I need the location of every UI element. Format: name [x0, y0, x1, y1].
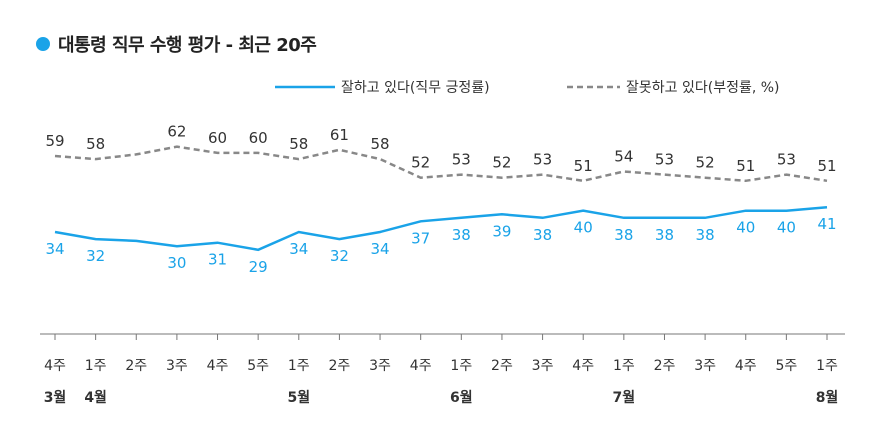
data-label-negative: 54	[614, 148, 633, 166]
x-tick-label: 3주	[369, 358, 391, 374]
data-label-negative: 51	[817, 157, 836, 175]
x-tick-label: 4주	[572, 358, 594, 374]
x-tick-label: 4주	[207, 358, 229, 374]
data-label-positive: 41	[817, 215, 836, 233]
x-tick-label: 4주	[44, 358, 66, 374]
x-tick-label: 1주	[450, 358, 472, 374]
x-tick-label: 2주	[654, 358, 676, 374]
x-tick-label: 5주	[247, 358, 269, 374]
chart-title: 대통령 직무 수행 평가 - 최근 20주	[58, 35, 317, 56]
data-label-negative: 60	[249, 129, 268, 147]
x-tick-label: 4주	[735, 358, 757, 374]
x-tick-label: 5주	[775, 358, 797, 374]
legend-negative-label: 잘못하고 있다(부정률, %)	[626, 80, 780, 96]
data-label-positive: 32	[86, 247, 105, 265]
x-tick-label: 3주	[532, 358, 554, 374]
x-tick-label: 1주	[85, 358, 107, 374]
data-label-negative: 51	[574, 157, 593, 175]
month-label: 6월	[450, 389, 473, 406]
data-label-negative: 62	[167, 123, 186, 141]
data-label-positive: 31	[208, 251, 227, 269]
month-label: 8월	[816, 389, 839, 406]
x-tick-label: 2주	[329, 358, 351, 374]
data-label-positive: 38	[614, 226, 633, 244]
data-label-negative: 53	[533, 151, 552, 169]
x-tick-label: 1주	[816, 358, 838, 374]
data-label-positive: 34	[45, 240, 64, 258]
month-label: 4월	[84, 389, 107, 406]
data-label-negative: 61	[330, 126, 349, 144]
data-label-positive: 34	[371, 240, 390, 258]
series-negative-line	[54, 145, 828, 183]
data-label-negative: 51	[736, 157, 755, 175]
x-tick-label: 4주	[410, 358, 432, 374]
series-positive-line	[54, 205, 828, 252]
data-label-positive: 38	[696, 226, 715, 244]
data-label-negative: 53	[452, 151, 471, 169]
x-tick-label: 1주	[288, 358, 310, 374]
data-label-negative: 59	[45, 132, 64, 150]
x-tick-label: 3주	[166, 358, 188, 374]
data-label-positive: 40	[777, 219, 796, 237]
data-label-negative: 52	[492, 154, 511, 172]
month-label: 5월	[287, 389, 310, 406]
title-bullet-icon	[36, 37, 50, 51]
data-label-positive: 38	[533, 226, 552, 244]
data-label-negative: 53	[655, 151, 674, 169]
data-label-negative: 52	[411, 154, 430, 172]
legend-positive-label: 잘하고 있다(직무 긍정률)	[341, 80, 490, 96]
data-label-negative: 52	[696, 154, 715, 172]
data-label-positive: 39	[492, 222, 511, 240]
month-label: 7월	[613, 389, 636, 406]
data-label-negative: 58	[86, 135, 105, 153]
data-label-positive: 30	[167, 254, 186, 272]
data-label-positive: 38	[655, 226, 674, 244]
data-label-positive: 29	[249, 258, 268, 276]
x-tick-label: 3주	[694, 358, 716, 374]
x-tick-label: 2주	[491, 358, 513, 374]
data-label-positive: 37	[411, 229, 430, 247]
data-label-negative: 58	[289, 135, 308, 153]
data-label-positive: 38	[452, 226, 471, 244]
data-label-positive: 34	[289, 240, 308, 258]
data-label-positive: 40	[574, 219, 593, 237]
chart-title-row: 대통령 직무 수행 평가 - 최근 20주	[36, 30, 317, 58]
chart-marks: 59 58 62 60 60 58 61 58 52 53 52 53 51 54 53 52 51 53 51 34…	[44, 123, 839, 406]
x-tick-label: 2주	[125, 358, 147, 374]
data-label-positive: 32	[330, 247, 349, 265]
x-tick-label: 1주	[613, 358, 635, 374]
data-label-positive: 40	[736, 219, 755, 237]
data-label-negative: 53	[777, 151, 796, 169]
data-label-negative: 58	[371, 135, 390, 153]
data-label-negative: 60	[208, 129, 227, 147]
legend: 잘하고 있다(직무 긍정률) 잘못하고 있다(부정률, %)	[275, 80, 780, 96]
month-label: 3월	[44, 389, 67, 406]
